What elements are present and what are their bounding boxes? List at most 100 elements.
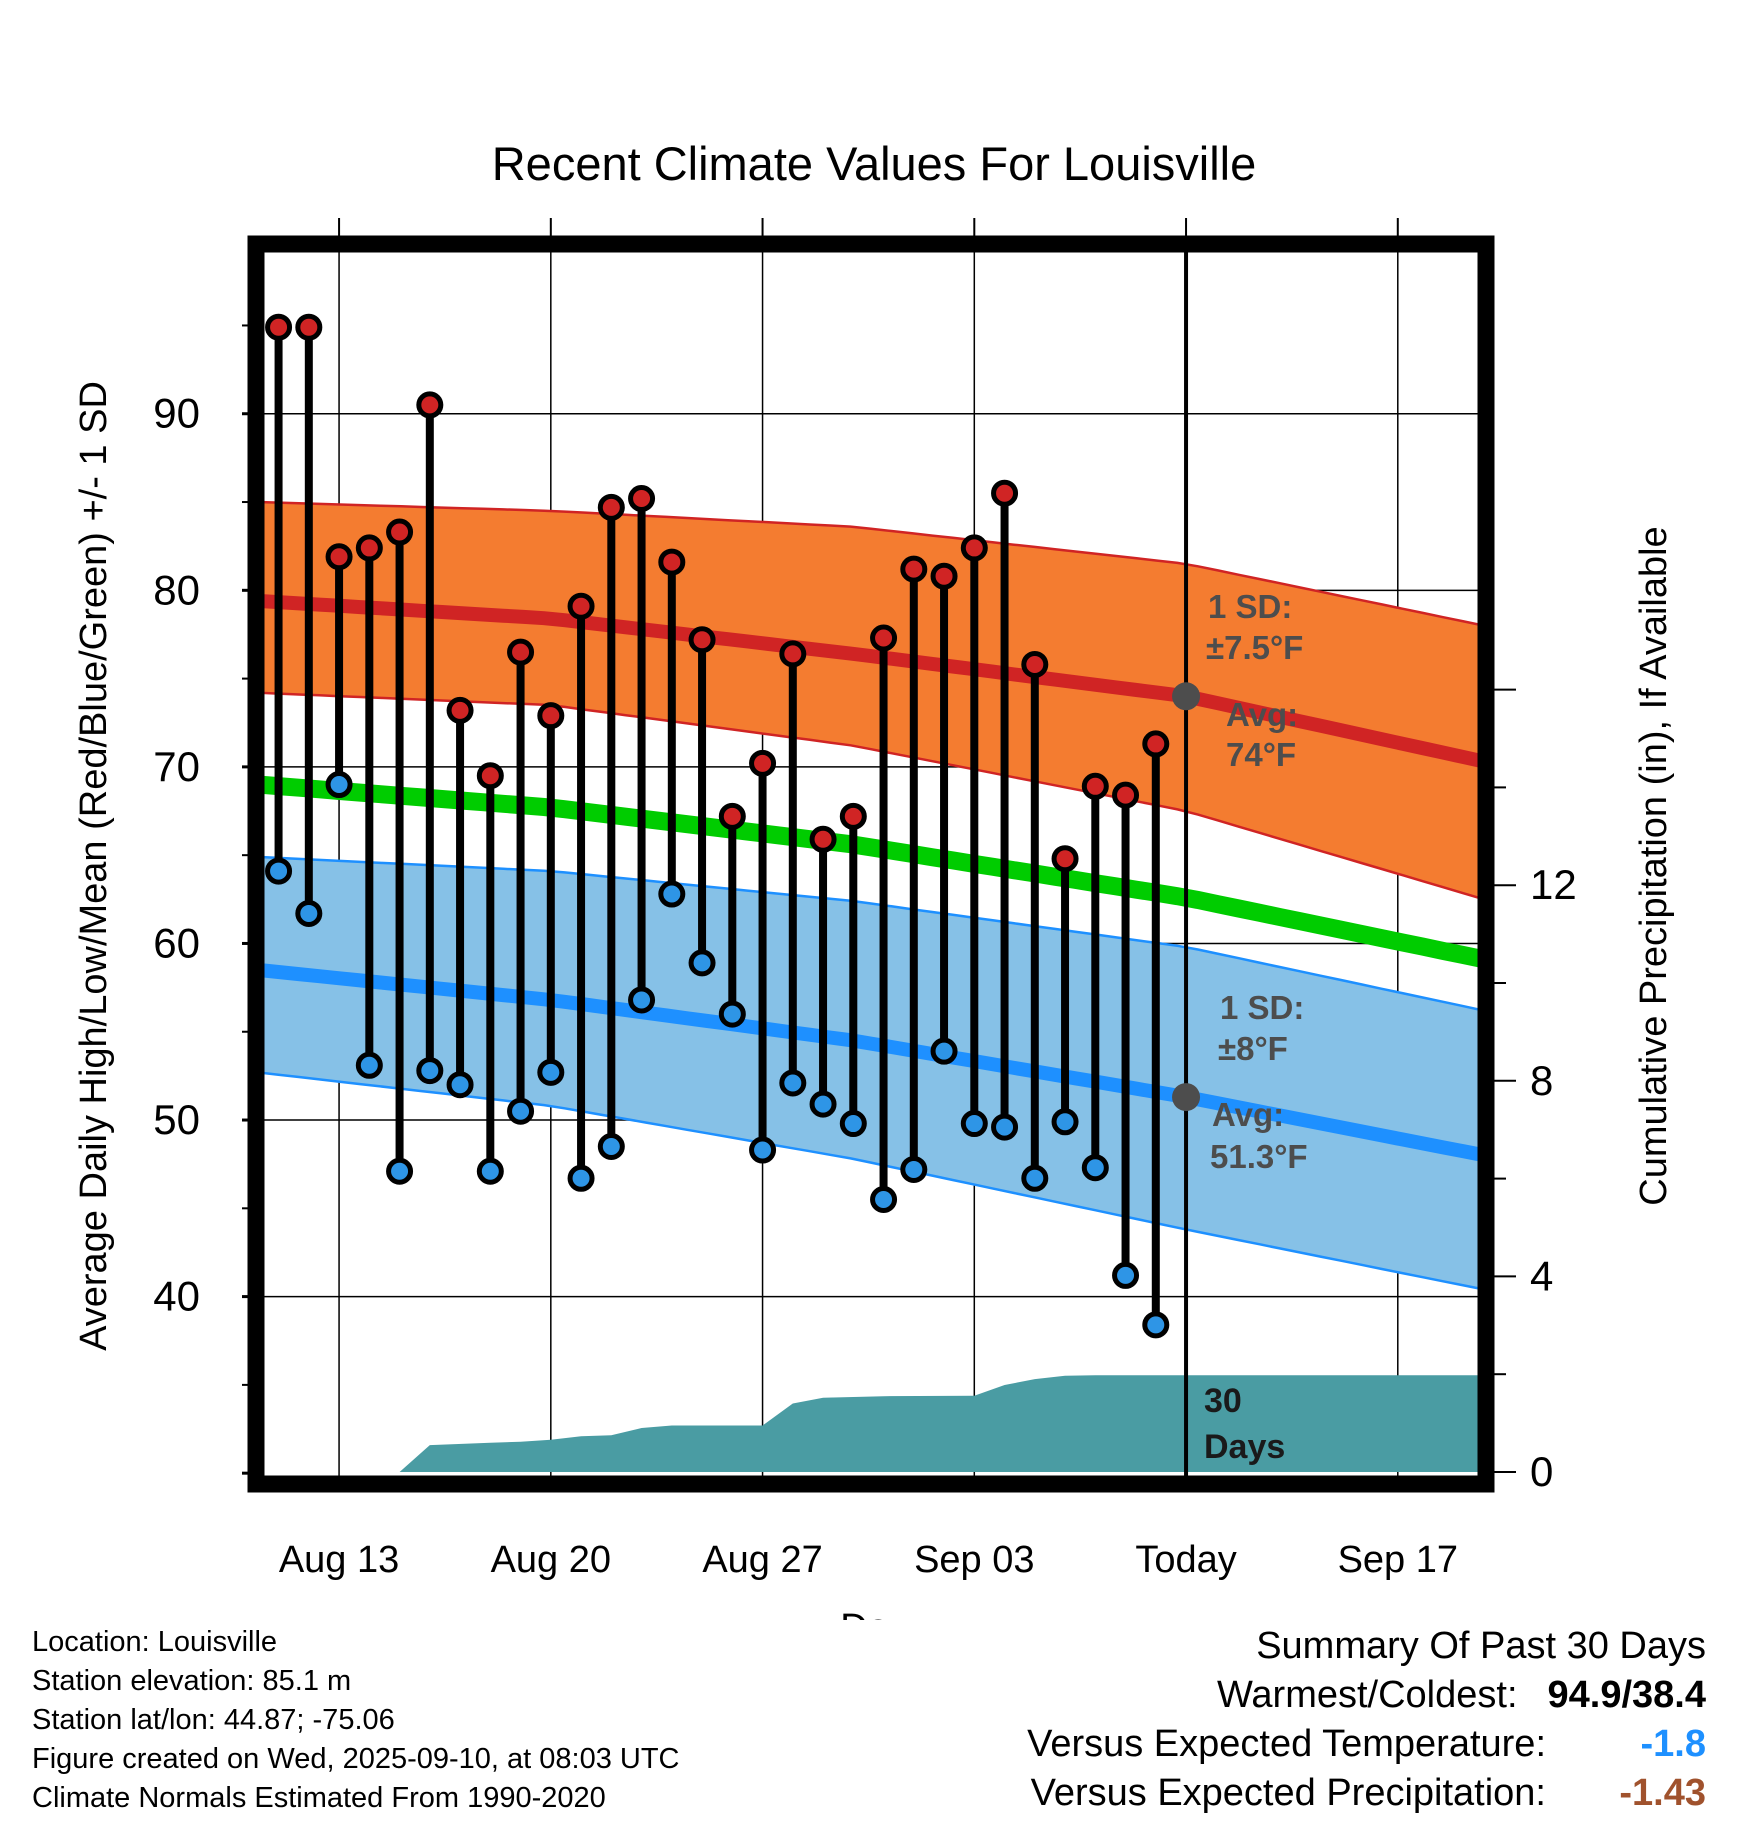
daily-high-marker: [1112, 781, 1140, 809]
daily-low-marker: [1081, 1154, 1109, 1182]
elevation-text: Station elevation: 85.1 m: [32, 1665, 352, 1697]
precip-departure-row: Versus Expected Precipitation: -1.43: [1027, 1769, 1706, 1818]
x-tick-label: Aug 13: [279, 1539, 399, 1581]
low-sd-value: ±8°F: [1218, 1030, 1288, 1067]
daily-low-marker: [265, 857, 293, 885]
daily-high-marker: [1142, 730, 1170, 758]
daily-low-marker: [1112, 1261, 1140, 1289]
precip-area: [278, 1375, 1484, 1472]
location-text: Location: Louisville: [32, 1626, 278, 1658]
y2-tick-label: 4: [1530, 1252, 1553, 1299]
created-text: Figure created on Wed, 2025-09-10, at 08…: [32, 1743, 680, 1775]
temp-departure-label: Versus Expected Temperature:: [1027, 1723, 1546, 1765]
daily-low-marker: [839, 1110, 867, 1138]
daily-high-marker: [1051, 845, 1079, 873]
daily-low-marker: [537, 1058, 565, 1086]
plot-frame: [247, 235, 1495, 1493]
daily-high-marker: [688, 626, 716, 654]
x-tick-label: Aug 20: [491, 1539, 611, 1581]
daily-low-marker: [1021, 1164, 1049, 1192]
daily-high-marker: [597, 493, 625, 521]
low-sd-label: 1 SD:: [1220, 989, 1304, 1026]
daily-low-marker: [597, 1133, 625, 1161]
daily-low-marker: [386, 1157, 414, 1185]
warm-cold-row: Warmest/Coldest: 94.9/38.4: [1027, 1671, 1706, 1720]
daily-low-marker: [476, 1157, 504, 1185]
daily-high-marker: [476, 762, 504, 790]
daily-high-marker: [325, 543, 353, 571]
x-tick-label: Today: [1135, 1539, 1236, 1581]
daily-high-marker: [839, 802, 867, 830]
daily-low-marker: [779, 1069, 807, 1097]
today-normal-low-dot: [1172, 1083, 1201, 1112]
temp-departure-row: Versus Expected Temperature: -1.8: [1027, 1720, 1706, 1769]
x-tick-label: Sep 17: [1338, 1539, 1458, 1581]
daily-low-marker: [628, 986, 656, 1014]
daily-high-marker: [930, 562, 958, 590]
precip-departure-label: Versus Expected Precipitation:: [1030, 1772, 1546, 1814]
daily-high-marker: [809, 825, 837, 853]
period-days-number: 30: [1204, 1382, 1242, 1420]
daily-low-marker: [900, 1155, 928, 1183]
high-avg-value: 74°F: [1226, 736, 1296, 773]
daily-high-marker: [779, 640, 807, 668]
y2-tick-label: 12: [1530, 861, 1577, 908]
daily-low-marker: [809, 1090, 837, 1118]
daily-low-marker: [960, 1110, 988, 1138]
daily-high-marker: [628, 484, 656, 512]
warm-cold-label: Warmest/Coldest:: [1216, 1674, 1518, 1716]
daily-high-marker: [446, 696, 474, 724]
normals-text: Climate Normals Estimated From 1990-2020: [32, 1782, 606, 1814]
daily-high-marker: [1081, 772, 1109, 800]
daily-low-marker: [355, 1051, 383, 1079]
daily-high-marker: [265, 313, 293, 341]
daily-low-marker: [1142, 1311, 1170, 1339]
daily-low-marker: [991, 1113, 1019, 1141]
daily-high-marker: [567, 592, 595, 620]
daily-high-marker: [718, 802, 746, 830]
y2-tick-label: 8: [1530, 1057, 1553, 1104]
high-avg-label: Avg:: [1226, 696, 1298, 733]
daily-high-marker: [295, 313, 323, 341]
y-tick-label: 50: [153, 1096, 200, 1143]
daily-low-marker: [930, 1037, 958, 1065]
daily-high-marker: [900, 555, 928, 583]
daily-low-marker: [325, 771, 353, 799]
high-sd-label: 1 SD:: [1208, 588, 1292, 625]
daily-high-marker: [960, 534, 988, 562]
normal-high-line: [257, 593, 1486, 769]
x-tick-label: Sep 03: [914, 1539, 1034, 1581]
daily-low-marker: [658, 880, 686, 908]
chart-title: Recent Climate Values For Louisville: [492, 137, 1257, 190]
daily-low-marker: [507, 1097, 535, 1125]
daily-low-marker: [749, 1136, 777, 1164]
climate-chart: Recent Climate Values For Louisville 1 SD…: [73, 137, 1675, 1620]
daily-high-marker: [749, 749, 777, 777]
daily-high-marker: [355, 534, 383, 562]
today-normal-high-dot: [1172, 682, 1201, 711]
daily-low-marker: [416, 1057, 444, 1085]
y2-axis-label: Cumulative Precipitation (in), If Availa…: [1633, 526, 1675, 1205]
daily-high-marker: [537, 702, 565, 730]
period-days-label: Days: [1204, 1428, 1285, 1466]
y-axis-label: Average Daily High/Low/Mean (Red/Blue/Gr…: [73, 381, 115, 1351]
daily-high-marker: [870, 624, 898, 652]
y-tick-label: 80: [153, 566, 200, 613]
daily-high-marker: [386, 518, 414, 546]
y-tick-label: 60: [153, 919, 200, 966]
daily-low-marker: [870, 1185, 898, 1213]
daily-low-marker: [567, 1164, 595, 1192]
x-tick-label: Aug 27: [702, 1539, 822, 1581]
precip-departure-value: -1.43: [1619, 1772, 1706, 1814]
y-tick-label: 90: [153, 390, 200, 437]
summary-panel: Summary Of Past 30 Days Warmest/Coldest:…: [1027, 1622, 1706, 1818]
temp-departure-value: -1.8: [1640, 1723, 1706, 1765]
daily-low-marker: [295, 899, 323, 927]
daily-high-marker: [991, 479, 1019, 507]
daily-high-marker: [658, 548, 686, 576]
y2-tick-label: 0: [1530, 1448, 1553, 1495]
latlon-text: Station lat/lon: 44.87; -75.06: [32, 1704, 395, 1736]
x-axis-label: Day: [840, 1607, 908, 1620]
daily-low-marker: [1051, 1108, 1079, 1136]
daily-high-marker: [1021, 650, 1049, 678]
